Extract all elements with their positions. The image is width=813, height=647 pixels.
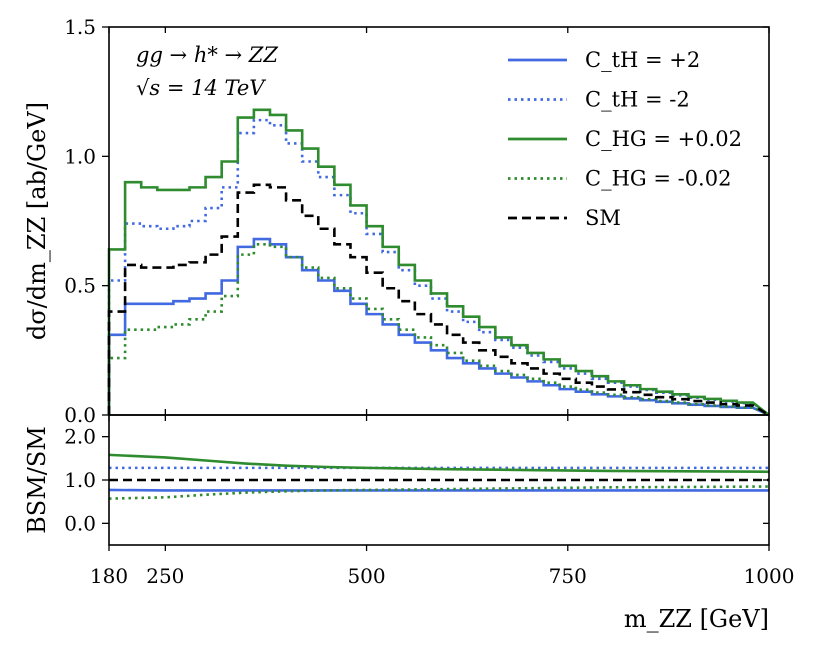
y-axis-title-main: dσ/dm_ZZ [ab/GeV]: [23, 102, 51, 340]
series-line-3: [107, 242, 770, 417]
series-line-0: [107, 237, 770, 417]
legend-label-4: SM: [585, 206, 621, 230]
y-tick-label-main: 0.5: [64, 274, 96, 298]
main-panel-series: [107, 108, 770, 417]
ratio-line-3: [108, 485, 770, 500]
ratio-line-2: [108, 453, 770, 474]
legend-label-2: C_HG = +0.02: [585, 127, 742, 151]
annotation-1: √s = 14 TeV: [136, 76, 266, 100]
x-tick-label: 500: [347, 564, 385, 588]
x-tick-label: 1000: [744, 564, 795, 588]
series-line-2: [107, 108, 770, 417]
y-axis-title-ratio: BSM/SM: [23, 426, 51, 534]
legend: C_tH = +2 C_tH = -2 C_HG = +0.02 C_HG = -0.…: [508, 48, 742, 230]
series-line-4: [107, 183, 770, 417]
legend-label-1: C_tH = -2: [585, 88, 690, 112]
y-tick-label-ratio: 2.0: [64, 425, 96, 449]
y-tick-label-main: 1.0: [64, 144, 96, 168]
axes: 180 250 500 750 1000 0.0 0.5 1.0 1.5 0.0 1.0 2.0 m_Z…: [23, 15, 794, 633]
y-tick-label-ratio: 1.0: [64, 468, 96, 492]
y-tick-label-main: 0.0: [64, 403, 96, 427]
annotation-0: gg → h* → ZZ: [136, 43, 278, 67]
series-line-1: [107, 118, 770, 417]
ratio-panel-series: [108, 453, 770, 500]
y-tick-label-main: 1.5: [64, 15, 96, 39]
y-tick-label-ratio: 0.0: [64, 511, 96, 535]
x-tick-label: 750: [549, 564, 587, 588]
x-tick-label: 180: [90, 564, 128, 588]
legend-label-0: C_tH = +2: [585, 48, 700, 72]
x-tick-label: 250: [146, 564, 184, 588]
x-axis-title: m_ZZ [GeV]: [624, 605, 769, 633]
legend-label-3: C_HG = -0.02: [585, 167, 731, 191]
